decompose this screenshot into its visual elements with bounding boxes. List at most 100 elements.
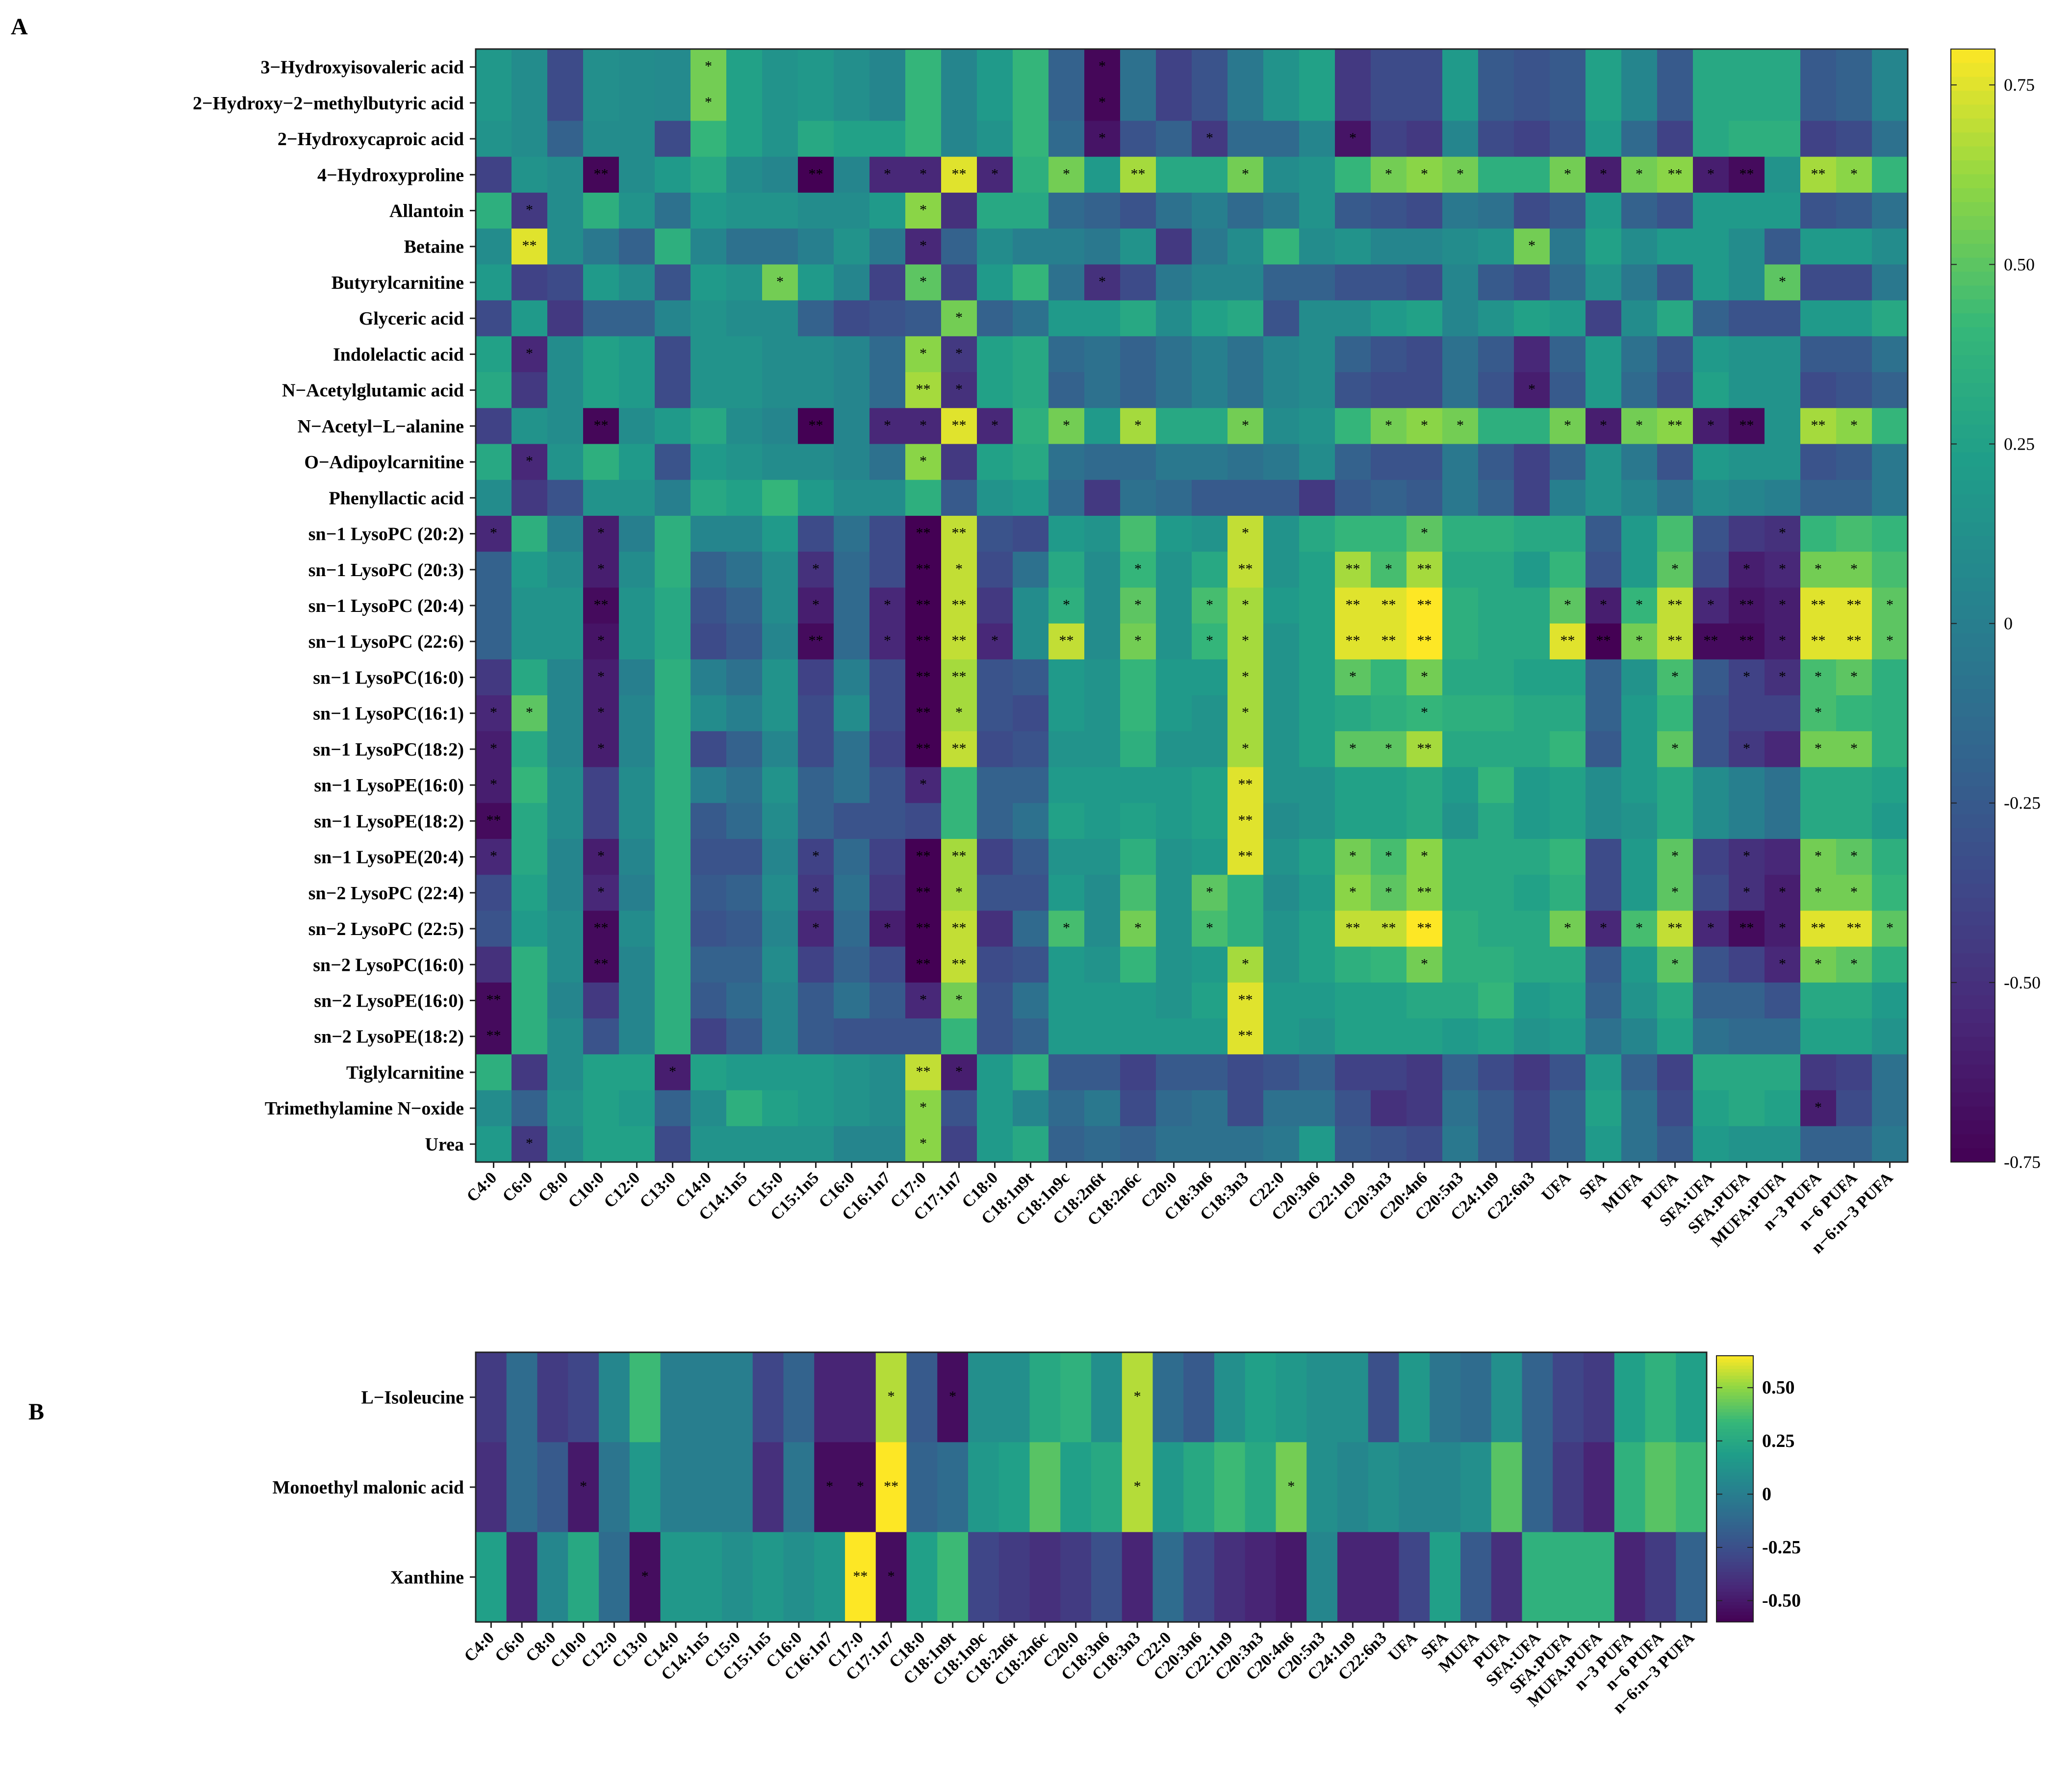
row-label: Monoethyl malonic acid [272, 1477, 464, 1498]
heatmap-cell [1120, 515, 1156, 552]
heatmap-cell [905, 767, 942, 804]
heatmap-cell [1371, 1090, 1407, 1127]
heatmap-cell [1550, 946, 1586, 983]
heatmap-cell [691, 1532, 722, 1622]
heatmap-cell [655, 803, 691, 839]
heatmap-cell [1657, 515, 1693, 552]
significance-mark: ** [916, 884, 931, 900]
heatmap-cell [977, 552, 1013, 588]
heatmap-cell [1228, 552, 1264, 588]
significance-mark: * [1600, 920, 1607, 936]
heatmap-cell [1263, 408, 1300, 445]
heatmap-cell [1442, 838, 1479, 875]
heatmap-cell [798, 264, 834, 301]
heatmap-cell [1049, 480, 1085, 516]
heatmap-cell [1478, 156, 1514, 193]
heatmap-cell [1371, 552, 1407, 588]
heatmap-cell [1228, 1090, 1264, 1127]
heatmap-cell [1872, 1054, 1908, 1091]
heatmap-cell [1460, 1442, 1492, 1533]
heatmap-cell [1514, 982, 1550, 1019]
colorbar-swatch [1716, 1445, 1753, 1449]
heatmap-cell [1371, 803, 1407, 839]
heatmap-cell [1836, 515, 1872, 552]
heatmap-cell [1029, 1352, 1061, 1443]
colorbar-swatch [1716, 1509, 1753, 1513]
heatmap-cell [1657, 767, 1693, 804]
heatmap-cell [619, 156, 655, 193]
heatmap-cell [1156, 444, 1192, 481]
heatmap-cell [1586, 803, 1622, 839]
heatmap-cell [547, 911, 584, 947]
heatmap-cell [583, 587, 619, 624]
heatmap-cell [1407, 49, 1443, 85]
heatmap-cell [476, 444, 512, 481]
colorbar-swatch [1716, 1422, 1753, 1426]
significance-mark: * [490, 740, 497, 757]
significance-mark: * [1457, 417, 1464, 433]
colorbar-swatch [1716, 1475, 1753, 1479]
heatmap-cell [905, 408, 942, 445]
heatmap-cell [660, 1532, 691, 1622]
heatmap-cell [1478, 444, 1514, 481]
heatmap-cell [1371, 300, 1407, 337]
colorbar-swatch [1716, 1545, 1753, 1549]
heatmap-cell [1192, 192, 1228, 229]
colorbar-swatch [1951, 313, 1995, 328]
heatmap-cell [1299, 803, 1335, 839]
heatmap-cell [906, 1442, 938, 1533]
heatmap-cell [1836, 300, 1872, 337]
heatmap-cell [977, 1126, 1013, 1163]
significance-mark: ** [1811, 920, 1826, 936]
heatmap-cell [1586, 838, 1622, 875]
column-label: C6:0 [491, 1628, 529, 1666]
heatmap-cell [1013, 300, 1049, 337]
heatmap-cell [762, 372, 798, 408]
heatmap-cell [1729, 911, 1765, 947]
heatmap-cell [1621, 659, 1658, 696]
row-label: sn−2 LysoPE(18:2) [314, 1027, 464, 1047]
heatmap-cell [691, 767, 727, 804]
heatmap-cell [1765, 85, 1801, 122]
heatmap-cell [476, 192, 512, 229]
colorbar-swatch [1951, 647, 1995, 662]
colorbar-swatch [1716, 1519, 1753, 1522]
heatmap-cell [834, 982, 870, 1019]
heatmap-cell [834, 515, 870, 552]
heatmap-cell [1514, 121, 1550, 157]
significance-mark: * [1421, 848, 1428, 864]
colorbar-swatch [1716, 1512, 1753, 1516]
heatmap-cell [1442, 1126, 1479, 1163]
colorbar-swatch [1716, 1462, 1753, 1466]
colorbar-swatch [1951, 1037, 1995, 1051]
heatmap-cell [1550, 444, 1586, 481]
heatmap-cell [870, 408, 906, 445]
colorbar-swatch [1951, 995, 1995, 1010]
colorbar-swatch [1951, 229, 1995, 244]
significance-mark: * [1850, 417, 1858, 433]
significance-mark: ** [1346, 597, 1360, 613]
heatmap-cell [1586, 336, 1622, 373]
heatmap-cell [1049, 515, 1085, 552]
heatmap-cell [506, 1532, 538, 1622]
heatmap-cell [977, 803, 1013, 839]
heatmap-cell [1645, 1442, 1676, 1533]
heatmap-cell [1729, 192, 1765, 229]
heatmap-cell [512, 372, 548, 408]
column-label: UFA [1385, 1628, 1421, 1665]
significance-mark: ** [916, 633, 931, 649]
colorbar-swatch [1716, 1598, 1753, 1602]
heatmap-cell [1263, 1018, 1300, 1055]
heatmap-cell [583, 946, 619, 983]
colorbar-swatch [1951, 188, 1995, 203]
heatmap-cell [1049, 875, 1085, 911]
heatmap-cell [870, 300, 906, 337]
heatmap-cell [1836, 982, 1872, 1019]
significance-mark: * [1671, 561, 1679, 577]
heatmap-cell [1872, 695, 1908, 732]
heatmap-cell [1765, 623, 1801, 660]
significance-mark: ** [916, 848, 931, 864]
heatmap-cell [1430, 1352, 1461, 1443]
heatmap-cell [1214, 1352, 1246, 1443]
heatmap-cell [547, 121, 584, 157]
